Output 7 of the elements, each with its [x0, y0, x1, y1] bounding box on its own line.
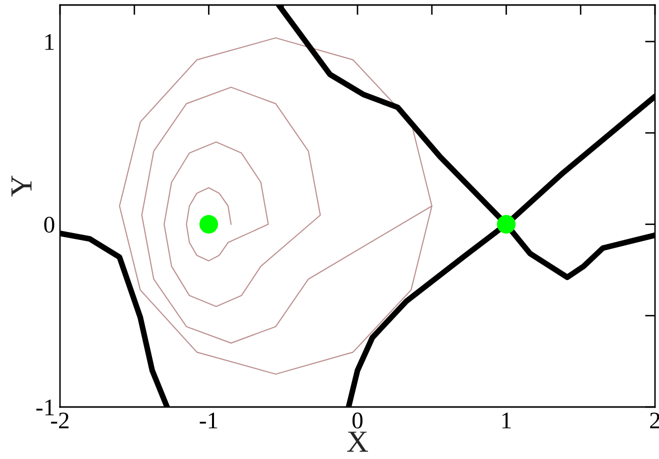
x-axis-title: X — [347, 432, 368, 452]
y-axis-title: Y — [11, 176, 32, 197]
y-tick-label: 0 — [44, 216, 54, 233]
y-tick-label: 1 — [45, 34, 54, 50]
x-tick-label: -1 — [200, 412, 218, 428]
x-tick-label: 0 — [352, 412, 363, 428]
x-tick-label: 1 — [502, 412, 511, 428]
